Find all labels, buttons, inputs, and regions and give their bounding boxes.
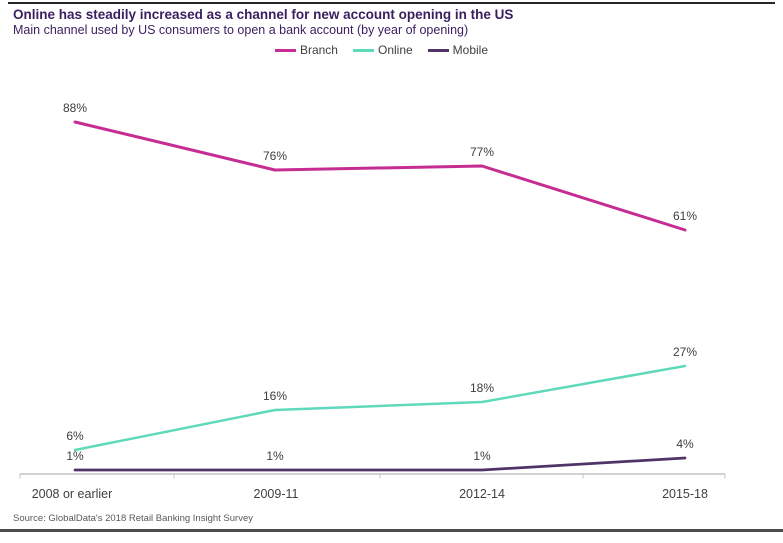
series-line-online: [73, 364, 687, 452]
data-label-online: 16%: [263, 389, 287, 403]
legend-swatch: [274, 48, 296, 52]
data-label-branch: 88%: [63, 101, 87, 115]
legend-item-branch: Branch: [274, 43, 338, 57]
top-border: [8, 2, 775, 4]
x-axis-label: 2009-11: [254, 487, 299, 501]
x-axis-label: 2012-14: [459, 487, 505, 501]
data-label-branch: 76%: [263, 149, 287, 163]
legend-swatch: [427, 48, 449, 52]
legend-label: Online: [377, 43, 413, 57]
x-axis-label: 2008 or earlier: [32, 487, 113, 501]
series-line-branch: [73, 120, 687, 232]
chart-legend: Branch Online Mobile: [0, 43, 783, 57]
data-label-online: 27%: [673, 345, 697, 359]
chart-title: Online has steadily increased as a chann…: [13, 7, 514, 22]
data-label-branch: 77%: [470, 145, 494, 159]
bottom-border: [0, 529, 783, 532]
data-label-mobile: 1%: [473, 449, 491, 463]
data-label-mobile: 4%: [676, 437, 694, 451]
data-label-mobile: 1%: [66, 449, 84, 463]
legend-label: Mobile: [452, 43, 489, 57]
data-label-online: 18%: [470, 381, 494, 395]
series-line-mobile: [73, 456, 687, 472]
data-label-mobile: 1%: [266, 449, 284, 463]
data-label-branch: 61%: [673, 209, 697, 223]
legend-item-mobile: Mobile: [427, 43, 489, 57]
data-label-online: 6%: [66, 429, 84, 443]
chart-subtitle: Main channel used by US consumers to ope…: [13, 23, 469, 37]
legend-label: Branch: [299, 43, 338, 57]
x-axis-label: 2015-18: [662, 487, 708, 501]
source-note: Source: GlobalData's 2018 Retail Banking…: [13, 513, 253, 524]
legend-item-online: Online: [352, 43, 413, 57]
legend-swatch: [352, 48, 374, 52]
